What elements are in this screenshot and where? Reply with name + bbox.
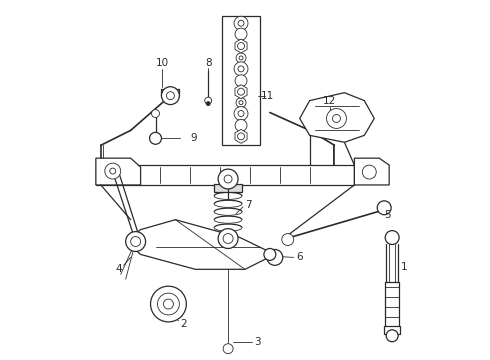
Circle shape [239,100,243,105]
Circle shape [238,42,245,50]
Circle shape [238,133,245,140]
Circle shape [205,97,212,104]
Circle shape [238,20,244,26]
Circle shape [235,120,247,131]
Circle shape [264,248,276,260]
Circle shape [267,249,283,265]
Text: 12: 12 [323,96,336,105]
Circle shape [377,201,391,215]
Bar [385,282,399,327]
Polygon shape [96,165,354,185]
Text: 10: 10 [156,58,169,68]
Circle shape [218,229,238,248]
Polygon shape [235,39,247,53]
Circle shape [326,109,346,129]
Circle shape [164,299,173,309]
Text: 6: 6 [296,252,303,262]
Circle shape [238,66,244,72]
Circle shape [238,88,245,95]
Circle shape [223,234,233,243]
Circle shape [131,237,141,247]
Circle shape [235,75,247,87]
Circle shape [167,92,174,100]
Polygon shape [125,220,275,269]
Circle shape [149,132,162,144]
Circle shape [223,344,233,354]
Circle shape [362,165,376,179]
Text: 3: 3 [255,337,261,347]
Polygon shape [300,93,374,142]
Circle shape [238,111,244,117]
Polygon shape [354,158,389,185]
Polygon shape [235,129,247,143]
Circle shape [234,107,248,121]
Circle shape [224,175,232,183]
Circle shape [218,169,238,189]
Circle shape [236,53,246,63]
Circle shape [333,114,341,122]
Circle shape [151,109,159,117]
Text: 5: 5 [384,210,391,220]
Polygon shape [235,85,247,99]
Bar [384,326,400,334]
Circle shape [234,62,248,76]
Text: 8: 8 [205,58,212,68]
Circle shape [234,16,248,30]
Text: 11: 11 [261,91,274,101]
Text: 1: 1 [401,262,407,272]
Bar [222,16,260,145]
Circle shape [385,231,399,244]
Text: 7: 7 [245,200,251,210]
Circle shape [150,286,186,322]
Circle shape [157,293,179,315]
Circle shape [239,56,243,60]
Circle shape [110,168,116,174]
Circle shape [282,234,294,246]
Text: 4: 4 [116,264,122,274]
Text: 2: 2 [180,319,187,329]
Circle shape [236,98,246,108]
Text: 9: 9 [190,133,196,143]
Polygon shape [96,158,141,185]
Circle shape [125,231,146,251]
Circle shape [105,163,121,179]
Circle shape [162,87,179,105]
Bar [214,184,242,192]
Circle shape [206,102,210,105]
Circle shape [386,330,398,342]
Circle shape [235,28,247,40]
